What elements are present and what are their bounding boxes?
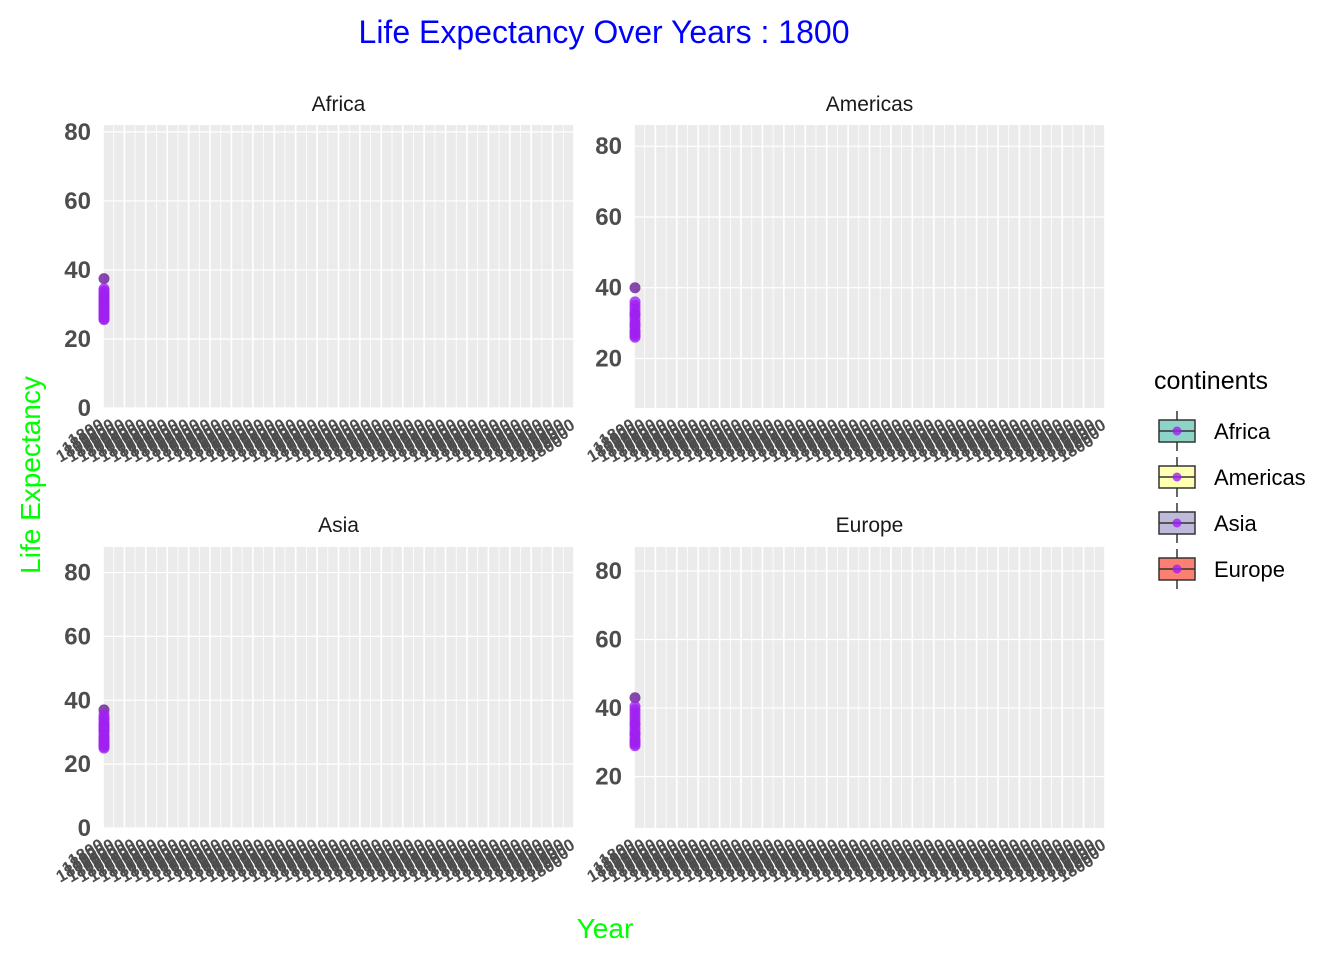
y-tick-label: 60 (595, 204, 622, 231)
y-tick-label: 20 (64, 751, 91, 778)
data-point (629, 282, 641, 294)
data-point (629, 692, 641, 704)
y-tick-label: 40 (64, 257, 91, 284)
legend-label: Asia (1214, 511, 1258, 536)
legend-point (1172, 518, 1182, 528)
y-tick-label: 40 (64, 687, 91, 714)
facet-panel-americas: Americas 20 40 60 80 180018001800180018001800… (584, 93, 1109, 466)
y-tick-label: 20 (595, 345, 622, 372)
facet-panel-africa: Africa 0 20 40 60 80 1800180018001800180018001… (53, 93, 578, 466)
y-tick-label: 0 (78, 815, 91, 842)
x-tick-labels: 1800180018001800180018001800180018001800… (53, 835, 578, 886)
legend-label: Americas (1214, 465, 1306, 490)
y-tick-label: 20 (595, 764, 622, 791)
facet-panel-europe: Europe 20 40 60 80 18001800180018001800180018… (584, 514, 1109, 886)
y-tick-label: 60 (595, 627, 622, 654)
y-tick-label: 40 (595, 695, 622, 722)
facet-strip-label: Europe (836, 514, 904, 537)
y-tick-label: 20 (64, 326, 91, 353)
legend-item-americas: Americas (1158, 457, 1306, 497)
x-axis-title: Year (577, 913, 634, 944)
x-tick-labels: 1800180018001800180018001800180018001800… (584, 835, 1109, 886)
y-tick-label: 80 (64, 560, 91, 587)
y-tick-label: 60 (64, 623, 91, 650)
data-point (98, 273, 110, 285)
y-axis-title: Life Expectancy (15, 376, 46, 574)
facet-strip-label: Americas (826, 93, 914, 116)
facet-panel-asia: Asia 0 20 40 60 80 180018001800180018001800180… (53, 514, 578, 886)
data-point (629, 740, 641, 752)
legend-title: continents (1154, 367, 1268, 395)
facet-strip-label: Africa (312, 93, 366, 116)
chart-title: Life Expectancy Over Years : 1800 (359, 14, 850, 50)
facet-panels: Africa 0 20 40 60 80 1800180018001800180018001… (53, 93, 1109, 886)
y-tick-label: 60 (64, 188, 91, 215)
y-tick-label: 80 (595, 133, 622, 160)
legend-label: Europe (1214, 557, 1285, 582)
y-tick-label: 80 (595, 558, 622, 585)
data-point (629, 331, 641, 343)
legend-item-asia: Asia (1158, 503, 1258, 543)
data-point (98, 742, 110, 754)
facet-strip-label: Asia (318, 514, 359, 537)
legend-item-europe: Europe (1158, 549, 1285, 589)
legend-point (1172, 472, 1182, 482)
y-tick-label: 80 (64, 119, 91, 146)
y-tick-label: 40 (595, 275, 622, 302)
x-tick-labels: 1800180018001800180018001800180018001800… (53, 415, 578, 466)
x-tick-labels: 1800180018001800180018001800180018001800… (584, 415, 1109, 466)
legend-label: Africa (1214, 419, 1271, 444)
data-point (98, 314, 110, 326)
legend: continents Africa Americas Asia Europe (1154, 367, 1306, 589)
y-tick-label: 0 (78, 395, 91, 422)
legend-item-africa: Africa (1158, 411, 1271, 451)
legend-point (1172, 426, 1182, 436)
legend-point (1172, 564, 1182, 574)
